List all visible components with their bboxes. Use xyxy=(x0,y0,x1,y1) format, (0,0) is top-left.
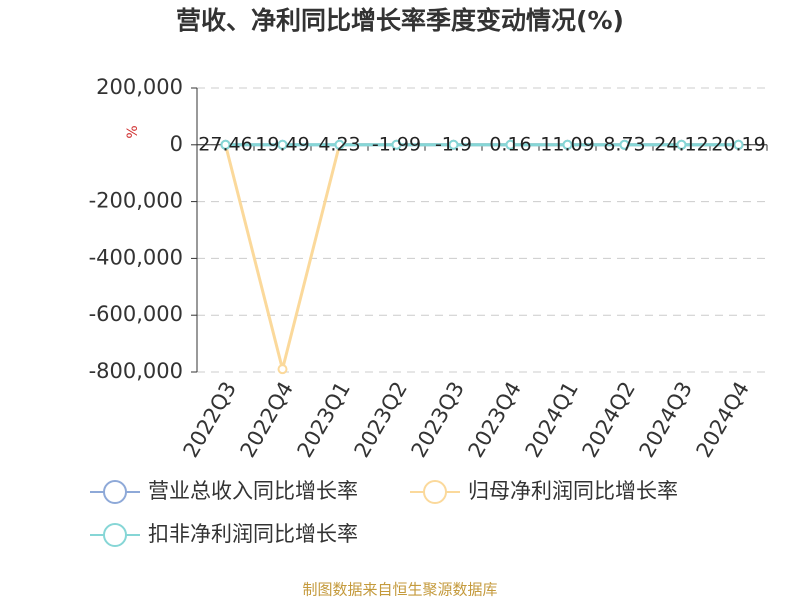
chart-title: 营收、净利同比增长率季度变动情况(%) xyxy=(176,6,624,35)
data-point xyxy=(733,139,744,150)
x-tick-label: 2024Q1 xyxy=(521,378,583,462)
y-tick-label: -200,000 xyxy=(89,189,183,213)
legend-label: 营业总收入同比增长率 xyxy=(148,479,358,503)
x-tick-label: 2022Q4 xyxy=(236,378,298,462)
x-tick-label: 2023Q2 xyxy=(350,378,412,462)
x-tick-label: 2023Q1 xyxy=(293,378,355,462)
data-label: 0.16 xyxy=(489,133,531,155)
data-point xyxy=(334,139,345,150)
x-tick-label: 2022Q3 xyxy=(179,378,241,462)
y-tick-label: 200,000 xyxy=(96,75,183,99)
data-label: 24.12 xyxy=(654,133,708,155)
data-point xyxy=(676,139,687,150)
source: 制图数据来自恒生聚源数据库 xyxy=(302,581,497,599)
data-label: 27.46 xyxy=(198,133,252,155)
legend-item: 归母净利润同比增长率 xyxy=(410,479,678,504)
y-tick-label: -800,000 xyxy=(89,359,183,383)
x-tick-label: 2024Q3 xyxy=(635,378,697,462)
data-label: 4.23 xyxy=(318,133,360,155)
x-tick-label: 2024Q4 xyxy=(692,378,754,462)
legend-label: 归母净利润同比增长率 xyxy=(468,479,678,503)
legend-marker xyxy=(423,480,447,504)
y-tick-label: 0 xyxy=(170,132,183,156)
series-line xyxy=(224,143,739,370)
data-point xyxy=(505,139,516,150)
data-label: 8.73 xyxy=(603,133,645,155)
x-tick-label: 2023Q3 xyxy=(407,378,469,462)
data-label: -1.99 xyxy=(372,133,421,155)
legend-marker xyxy=(103,480,127,504)
data-label: 19.49 xyxy=(255,133,309,155)
x-tick-label: 2024Q2 xyxy=(578,378,640,462)
legend-marker xyxy=(103,523,127,547)
y-axis-label: % xyxy=(125,125,141,138)
data-label: 20.19 xyxy=(711,133,765,155)
data-point xyxy=(391,139,402,150)
data-point xyxy=(619,139,630,150)
y-tick-label: -600,000 xyxy=(89,302,183,326)
y-tick-label: -400,000 xyxy=(89,245,183,269)
data-point xyxy=(277,364,288,375)
legend-item: 营业总收入同比增长率 xyxy=(90,479,358,504)
data-label: 11.09 xyxy=(540,133,594,155)
data-point xyxy=(277,139,288,150)
legend-label: 扣非净利润同比增长率 xyxy=(148,522,358,546)
legend-item: 扣非净利润同比增长率 xyxy=(90,522,358,547)
x-tick-label: 2023Q4 xyxy=(464,378,526,462)
data-label: -1.9 xyxy=(435,133,472,155)
data-point xyxy=(562,139,573,150)
data-point xyxy=(448,139,459,150)
data-point xyxy=(220,139,231,150)
